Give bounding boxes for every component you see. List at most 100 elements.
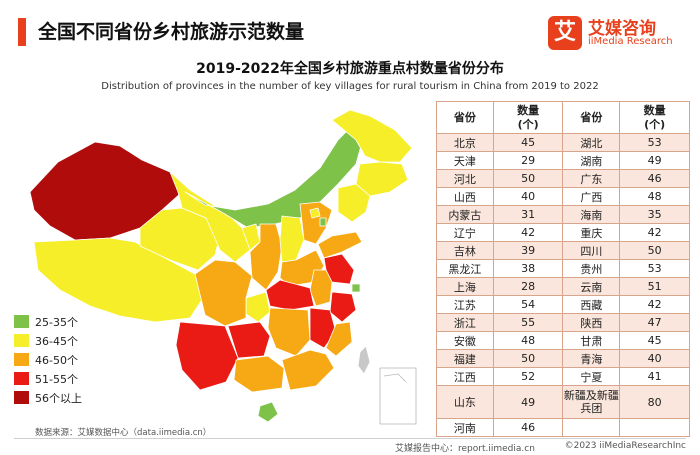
legend-item: 51-55个	[14, 369, 82, 388]
inset-coastline	[383, 373, 407, 383]
cell-count: 28	[492, 277, 564, 296]
table-header-row: 省份 数量 (个) 省份 数量 (个)	[436, 101, 690, 134]
cell-province: 河南	[436, 418, 494, 437]
cell-count: 48	[619, 187, 690, 206]
legend: 25-35个 36-45个 46-50个 51-55个 56个以上	[14, 312, 82, 407]
legend-item: 56个以上	[14, 388, 82, 407]
table-row: 河南 46	[436, 418, 690, 437]
header-count-label: 数量 (个)	[643, 103, 666, 131]
province-chongqing	[245, 291, 271, 323]
header-province: 省份	[436, 101, 494, 134]
brand-logo: 艾 艾媒咨询 iiMedia Research	[548, 14, 688, 54]
footer-copyright: ©2023 iiMediaResearchInc	[564, 441, 686, 451]
cell-count: 41	[619, 367, 690, 386]
cell-count: 42	[619, 295, 690, 314]
cell-province: 湖南	[562, 151, 621, 170]
table-row: 山东 49 新疆及新疆 兵团 80	[436, 385, 690, 419]
page-title: 全国不同省份乡村旅游示范数量	[38, 21, 305, 43]
table-row: 天津 29 湖南 49	[436, 151, 690, 170]
cell-count: 31	[492, 205, 564, 224]
cell-count: 53	[619, 133, 690, 152]
legend-label: 46-50个	[35, 353, 78, 367]
cell-province: 新疆及新疆 兵团	[562, 385, 621, 419]
province-fujian	[325, 321, 353, 357]
table-row: 上海 28 云南 51	[436, 277, 690, 296]
cell-count: 29	[492, 151, 564, 170]
cell-count: 35	[619, 205, 690, 224]
cell-province: 甘肃	[562, 331, 621, 350]
cell-province: 黑龙江	[436, 259, 494, 278]
province-guangdong	[281, 349, 335, 391]
cell-count: 40	[619, 349, 690, 368]
legend-swatch	[14, 315, 29, 328]
legend-label: 51-55个	[35, 372, 78, 386]
province-shanghai	[351, 283, 361, 293]
header-count: 数量 (个)	[619, 101, 690, 134]
cell-count: 50	[492, 169, 564, 188]
cell-count: 49	[492, 385, 564, 419]
province-xinjiang	[29, 141, 183, 241]
china-province-map	[29, 109, 417, 425]
table-row: 山西 40 广西 48	[436, 187, 690, 206]
chart-subtitle-en: Distribution of provinces in the number …	[101, 81, 599, 92]
legend-label: 36-45个	[35, 334, 78, 348]
province-anhui	[309, 269, 333, 307]
cell-count: 38	[492, 259, 564, 278]
cell-count: 46	[619, 169, 690, 188]
cell-province: 青海	[562, 349, 621, 368]
cell-count: 42	[492, 223, 564, 242]
table-row: 浙江 55 陕西 47	[436, 313, 690, 332]
logo-name: 艾媒咨询	[588, 19, 656, 39]
cell-province: 北京	[436, 133, 494, 152]
province-shanxi	[279, 215, 305, 263]
cell-province: 山东	[436, 385, 494, 419]
legend-item: 36-45个	[14, 331, 82, 350]
table-row: 安徽 48 甘肃 45	[436, 331, 690, 350]
cell-province: 西藏	[562, 295, 621, 314]
cell-province: 海南	[562, 205, 621, 224]
legend-swatch	[14, 334, 29, 347]
south-china-sea-inset	[379, 367, 417, 425]
province-guangxi	[233, 355, 285, 393]
cell-count: 40	[492, 187, 564, 206]
cell-province: 湖北	[562, 133, 621, 152]
logo-subtitle: iiMedia Research	[588, 36, 673, 47]
cell-count: 45	[492, 133, 564, 152]
cell-count: 54	[492, 295, 564, 314]
table-row: 北京 45 湖北 53	[436, 133, 690, 152]
chart-title: 2019-2022年全国乡村旅游重点村数量省份分布	[196, 61, 504, 77]
cell-province: 广东	[562, 169, 621, 188]
cell-count: 39	[492, 241, 564, 260]
footer-report-link: 艾媒报告中心：report.iimedia.cn	[395, 444, 535, 454]
table-row: 内蒙古 31 海南 35	[436, 205, 690, 224]
cell-count	[619, 418, 690, 437]
cell-province: 河北	[436, 169, 494, 188]
cell-province: 浙江	[436, 313, 494, 332]
legend-label: 56个以上	[35, 391, 82, 405]
header-count-label: 数量 (个)	[517, 103, 540, 131]
province-xizang	[33, 237, 206, 323]
cell-province: 上海	[436, 277, 494, 296]
legend-label: 25-35个	[35, 315, 78, 329]
cell-province: 贵州	[562, 259, 621, 278]
table-row: 福建 50 青海 40	[436, 349, 690, 368]
title-accent-bar	[18, 18, 26, 46]
province-hubei	[265, 279, 315, 311]
cell-province: 陕西	[562, 313, 621, 332]
header-province: 省份	[562, 101, 621, 134]
cell-province: 天津	[436, 151, 494, 170]
province-hebei	[299, 201, 333, 245]
table-row: 辽宁 42 重庆 42	[436, 223, 690, 242]
legend-swatch	[14, 372, 29, 385]
footer: 艾媒报告中心：report.iimedia.cn ©2023 iiMediaRe…	[0, 438, 700, 455]
cell-count: 80	[619, 385, 690, 419]
table-row: 河北 50 广东 46	[436, 169, 690, 188]
cell-province: 宁夏	[562, 367, 621, 386]
cell-province: 江苏	[436, 295, 494, 314]
province-hunan	[267, 307, 311, 357]
cell-province: 福建	[436, 349, 494, 368]
province-heilongjiang	[331, 109, 413, 163]
province-beijing	[309, 207, 321, 219]
cell-count: 49	[619, 151, 690, 170]
province-yunnan	[175, 321, 239, 391]
